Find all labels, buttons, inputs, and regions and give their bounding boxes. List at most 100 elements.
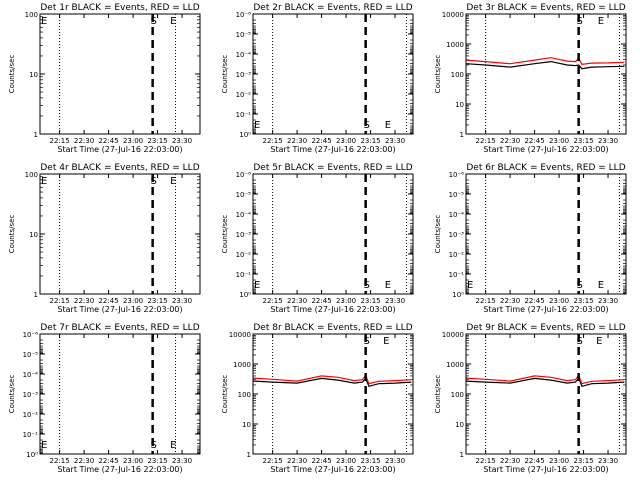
marker-start: S	[363, 336, 369, 347]
x-tick-label: 22:45	[98, 297, 118, 305]
x-tick-label: 22:15	[49, 457, 69, 465]
x-tick-label: 23:00	[123, 297, 143, 305]
y-tick-label: 1	[247, 451, 251, 459]
x-tick-label: 23:00	[549, 137, 569, 145]
x-tick-label: 23:30	[385, 137, 405, 145]
y-tick-label: 10⁰	[239, 131, 251, 139]
x-tick-label: 23:00	[549, 457, 569, 465]
plot-frame	[465, 13, 627, 135]
panel-title: Det 4r BLACK = Events, RED = LLD	[40, 163, 199, 173]
y-tick-label: 10⁻⁴	[236, 211, 252, 219]
x-tick-label: 22:30	[500, 297, 520, 305]
x-tick-label: 22:45	[311, 297, 331, 305]
panel-title: Det 9r BLACK = Events, RED = LLD	[466, 323, 625, 333]
y-tick-label: 10⁻⁶	[236, 171, 252, 179]
series-line-lld	[252, 374, 412, 385]
panel-title: Det 6r BLACK = Events, RED = LLD	[466, 163, 625, 173]
y-tick-label: 10	[29, 71, 38, 79]
x-tick-label: 23:00	[123, 457, 143, 465]
x-tick-label: 22:45	[98, 457, 118, 465]
y-tick-label: 10⁻⁵	[236, 191, 252, 199]
marker-start: S	[150, 16, 156, 27]
x-tick-label: 22:30	[500, 137, 520, 145]
y-tick-label: 10⁻²	[236, 91, 252, 99]
y-tick-label: 10⁻⁵	[23, 351, 39, 359]
x-axis-label: Start Time (27-Jul-16 22:03:00)	[57, 145, 182, 154]
x-tick-label: 22:30	[74, 137, 94, 145]
x-tick-label: 22:30	[287, 457, 307, 465]
y-tick-label: 100	[451, 71, 464, 79]
x-tick-label: 23:15	[573, 457, 593, 465]
y-tick-label: 10⁻¹	[449, 271, 465, 279]
y-tick-label: 10⁰	[452, 291, 464, 299]
plot-frame	[39, 333, 201, 455]
y-axis-label: Counts/sec	[8, 375, 16, 414]
y-tick-label: 10000	[442, 331, 464, 339]
y-tick-label: 10⁻⁶	[449, 171, 465, 179]
x-tick-label: 22:45	[311, 137, 331, 145]
marker-end-left: E	[254, 280, 260, 291]
x-tick-label: 23:00	[549, 297, 569, 305]
x-tick-label: 22:30	[287, 137, 307, 145]
y-tick-label: 10	[242, 421, 251, 429]
x-tick-label: 23:15	[573, 297, 593, 305]
x-tick-label: 22:30	[74, 297, 94, 305]
y-tick-label: 1	[34, 291, 38, 299]
y-tick-label: 10⁻²	[236, 251, 252, 259]
y-tick-label: 10⁰	[239, 291, 251, 299]
series-line-lld	[465, 57, 625, 65]
detector-panel-9: Det 9r BLACK = Events, RED = LLD Counts/s…	[434, 323, 627, 474]
panel-title: Det 3r BLACK = Events, RED = LLD	[466, 3, 625, 13]
detector-panel-4: Det 4r BLACK = Events, RED = LLD Counts/s…	[8, 163, 201, 314]
detector-panel-2: Det 2r BLACK = Events, RED = LLD Counts/s…	[221, 3, 414, 154]
x-tick-label: 22:15	[262, 137, 282, 145]
marker-start: S	[576, 16, 582, 27]
y-axis-label: Counts/sec	[8, 215, 16, 254]
series-line-events	[465, 60, 625, 70]
x-tick-label: 22:30	[74, 457, 94, 465]
y-axis-label: Counts/sec	[221, 215, 229, 254]
x-axis-label: Start Time (27-Jul-16 22:03:00)	[57, 305, 182, 314]
y-tick-label: 10⁻¹	[236, 111, 252, 119]
x-tick-label: 22:15	[475, 457, 495, 465]
y-tick-label: 10⁻⁵	[449, 191, 465, 199]
y-tick-label: 1000	[233, 361, 251, 369]
marker-end-left: E	[467, 280, 473, 291]
marker-end-left: E	[254, 120, 260, 131]
x-axis-label: Start Time (27-Jul-16 22:03:00)	[270, 145, 395, 154]
y-tick-label: 100	[25, 11, 38, 19]
y-tick-label: 100	[238, 391, 251, 399]
y-tick-label: 10	[455, 421, 464, 429]
y-axis-label: Counts/sec	[8, 55, 16, 94]
panel-title: Det 5r BLACK = Events, RED = LLD	[253, 163, 412, 173]
y-tick-label: 10⁻²	[449, 251, 465, 259]
x-tick-label: 23:30	[598, 297, 618, 305]
x-tick-label: 23:30	[172, 297, 192, 305]
y-axis-label: Counts/sec	[221, 375, 229, 414]
marker-end: E	[598, 280, 604, 291]
detector-panel-6: Det 6r BLACK = Events, RED = LLD Counts/s…	[434, 163, 627, 314]
y-tick-label: 10⁰	[26, 451, 38, 459]
marker-start: S	[363, 120, 369, 131]
y-tick-label: 10	[29, 231, 38, 239]
y-tick-label: 1	[34, 131, 38, 139]
x-tick-label: 23:30	[385, 457, 405, 465]
x-tick-label: 22:45	[524, 137, 544, 145]
x-tick-label: 23:30	[172, 457, 192, 465]
y-tick-label: 10⁻⁴	[236, 51, 252, 59]
y-tick-label: 10⁻³	[23, 391, 39, 399]
x-axis-label: Start Time (27-Jul-16 22:03:00)	[57, 465, 182, 474]
y-tick-label: 100	[451, 391, 464, 399]
marker-end: E	[385, 120, 391, 131]
x-tick-label: 22:30	[500, 457, 520, 465]
x-tick-label: 22:15	[49, 137, 69, 145]
plot-frame	[465, 173, 627, 295]
x-tick-label: 23:30	[172, 137, 192, 145]
y-tick-label: 100	[25, 171, 38, 179]
detector-panel-1: Det 1r BLACK = Events, RED = LLD Counts/s…	[8, 3, 201, 154]
marker-end-left: E	[41, 440, 47, 451]
detector-panel-5: Det 5r BLACK = Events, RED = LLD Counts/s…	[221, 163, 414, 314]
y-tick-label: 10⁻²	[23, 411, 39, 419]
plot-frame	[39, 13, 201, 135]
x-tick-label: 22:30	[287, 297, 307, 305]
